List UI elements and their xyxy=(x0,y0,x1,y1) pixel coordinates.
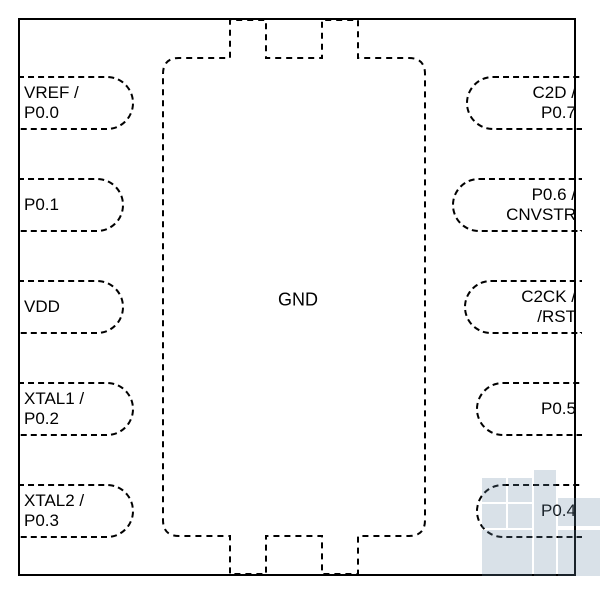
pin-label: P0.1 xyxy=(24,195,59,215)
pin-label: C2CK //RST xyxy=(521,287,576,326)
pin-label: P0.6 /CNVSTR xyxy=(506,185,576,224)
pin-label: VREF /P0.0 xyxy=(24,83,79,122)
pin-label: P0.5 xyxy=(541,399,576,419)
pin-label: XTAL1 /P0.2 xyxy=(24,389,84,428)
center-pad-label: GND xyxy=(278,290,318,311)
watermark-block xyxy=(508,504,532,528)
pin-vdd: VDD xyxy=(18,280,124,334)
watermark-block xyxy=(482,504,506,528)
pin-xtal2-p03: XTAL2 /P0.3 xyxy=(18,484,134,538)
watermark-block xyxy=(508,478,532,502)
pin-p05: P0.5 xyxy=(476,382,582,436)
pin-xtal1-p02: XTAL1 /P0.2 xyxy=(18,382,134,436)
pin-label: XTAL2 /P0.3 xyxy=(24,491,84,530)
watermark-block xyxy=(482,478,506,502)
pin-p01: P0.1 xyxy=(18,178,124,232)
pin-label: C2D /P0.7 xyxy=(533,83,576,122)
watermark-block xyxy=(482,530,532,576)
pin-c2ck-rst: C2CK //RST xyxy=(464,280,582,334)
watermark-block xyxy=(534,470,556,576)
pin-p06-cnvstr: P0.6 /CNVSTR xyxy=(452,178,582,232)
pin-vref-p00: VREF /P0.0 xyxy=(18,76,134,130)
watermark-block xyxy=(558,498,600,526)
pin-c2d-p07: C2D /P0.7 xyxy=(466,76,582,130)
pin-label: VDD xyxy=(24,297,60,317)
watermark-block xyxy=(558,530,600,576)
